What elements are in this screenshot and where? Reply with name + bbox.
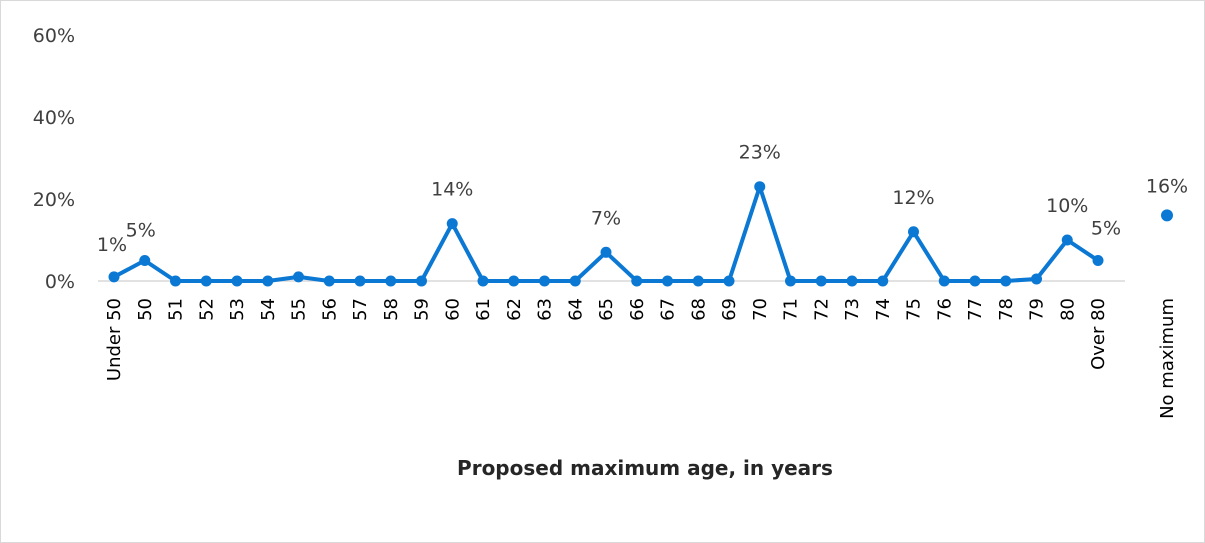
data-label: 14% xyxy=(431,179,473,201)
x-tick-label: Over 80 xyxy=(1088,298,1109,370)
data-label: 1% xyxy=(97,234,127,256)
data-point xyxy=(569,275,581,287)
x-tick-label: 64 xyxy=(565,298,586,321)
x-tick-label: 66 xyxy=(627,298,648,321)
x-tick-label: 62 xyxy=(504,298,525,321)
data-point xyxy=(323,275,335,287)
x-tick-label: 56 xyxy=(319,298,340,321)
no-maximum-point xyxy=(1161,209,1173,222)
data-point xyxy=(385,275,397,287)
data-label: 10% xyxy=(1046,195,1088,217)
x-tick-label: 54 xyxy=(258,298,279,321)
data-point xyxy=(785,275,796,287)
y-tick-label: 40% xyxy=(33,107,75,129)
x-tick-label: 58 xyxy=(381,298,402,321)
x-tick-label: 51 xyxy=(166,298,187,321)
y-tick-label: 60% xyxy=(33,25,75,47)
x-tick-label: 74 xyxy=(873,298,894,321)
x-tick-label: 50 xyxy=(135,298,156,321)
x-tick-label: 77 xyxy=(965,298,986,321)
x-tick-label: 79 xyxy=(1027,298,1048,321)
data-point xyxy=(416,275,427,287)
data-label: 23% xyxy=(739,142,781,164)
x-tick-label: 57 xyxy=(350,298,371,321)
x-tick-label: 73 xyxy=(842,298,863,321)
data-point xyxy=(354,275,366,287)
x-tick-label-no-maximum: No maximum xyxy=(1157,298,1178,419)
data-point xyxy=(969,275,981,287)
data-point xyxy=(1000,275,1012,287)
y-tick-label: 0% xyxy=(45,271,75,293)
x-tick-label: 52 xyxy=(196,298,217,321)
data-point xyxy=(262,275,274,287)
data-point xyxy=(170,275,181,287)
data-point xyxy=(1092,255,1104,266)
data-point xyxy=(231,275,243,287)
x-tick-label: 65 xyxy=(596,298,617,321)
data-point xyxy=(908,226,919,238)
data-point xyxy=(723,275,735,287)
y-axis-ticks: 0% 20% 40% 60% xyxy=(33,25,75,293)
data-point xyxy=(600,246,612,258)
data-point xyxy=(508,275,520,287)
x-tick-label: 59 xyxy=(412,298,433,321)
data-label: 5% xyxy=(1091,218,1121,240)
data-point xyxy=(108,271,120,283)
no-maximum-label: 16% xyxy=(1146,175,1188,197)
x-tick-label: 63 xyxy=(535,298,556,321)
data-point xyxy=(293,271,304,283)
x-tick-label: 75 xyxy=(904,298,925,321)
data-point xyxy=(754,181,766,193)
x-axis-title: Proposed maximum age, in years xyxy=(457,456,833,480)
data-points xyxy=(108,181,1173,287)
series-line xyxy=(113,184,1100,283)
x-tick-label: Under 50 xyxy=(104,298,125,381)
data-point xyxy=(938,275,950,287)
x-tick-label: 67 xyxy=(658,298,679,321)
x-tick-label: 80 xyxy=(1057,298,1078,321)
data-point xyxy=(200,275,212,287)
data-label: 7% xyxy=(591,207,621,229)
data-point xyxy=(631,275,643,287)
x-tick-label: 71 xyxy=(781,298,802,321)
data-point xyxy=(139,255,151,266)
y-tick-label: 20% xyxy=(33,189,75,211)
data-point xyxy=(1031,273,1042,285)
x-tick-label: 55 xyxy=(289,298,310,321)
x-tick-label: 78 xyxy=(996,298,1017,321)
x-tick-label: 70 xyxy=(750,298,771,321)
data-point xyxy=(1061,234,1073,246)
data-point xyxy=(846,275,858,287)
x-tick-label: 68 xyxy=(688,298,709,321)
data-label: 5% xyxy=(126,220,156,242)
x-axis-ticks: Under 50 50 51 52 53 54 55 56 57 58 59 60 61 62 63 64 65… xyxy=(104,298,1178,419)
data-point xyxy=(539,275,550,287)
x-tick-label: 60 xyxy=(442,298,463,321)
x-tick-label: 76 xyxy=(934,298,955,321)
x-tick-label: 61 xyxy=(473,298,494,321)
data-point xyxy=(815,275,827,287)
x-tick-label: 69 xyxy=(719,298,740,321)
data-point xyxy=(662,275,673,287)
data-label: 12% xyxy=(892,187,934,209)
data-point xyxy=(477,275,489,287)
data-point xyxy=(692,275,704,287)
data-point xyxy=(446,218,458,230)
x-tick-label: 72 xyxy=(811,298,832,321)
x-tick-label: 53 xyxy=(227,298,248,321)
data-labels: 1%5%14%7%23%12% 10%5%16% xyxy=(97,142,1188,256)
data-point xyxy=(877,275,889,287)
